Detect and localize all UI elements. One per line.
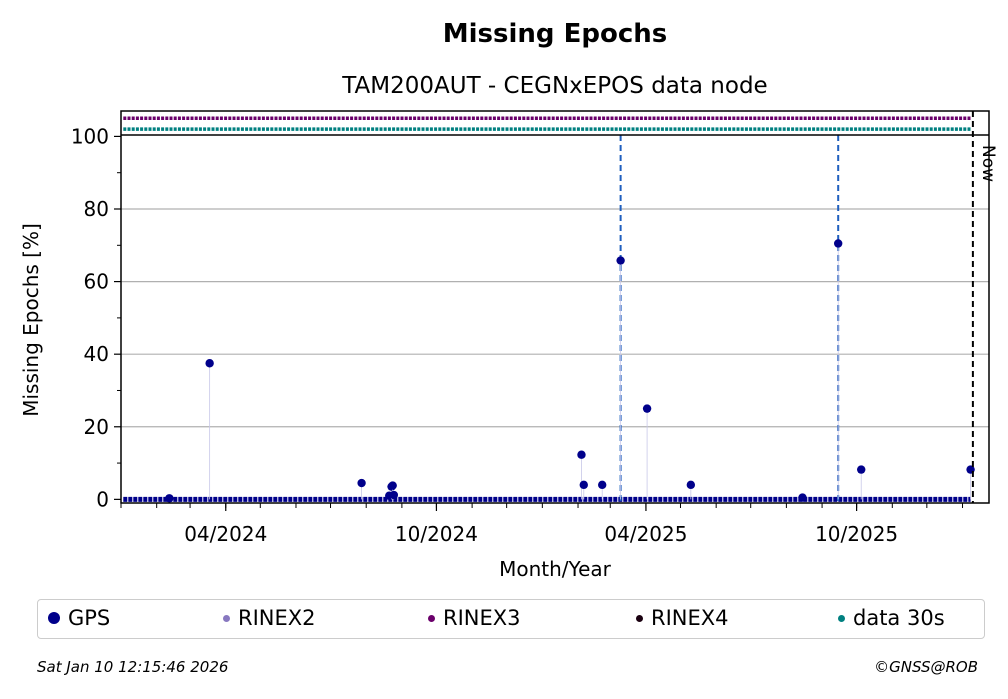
gps-point [857,465,866,474]
gps-point [616,256,625,265]
legend-label: data 30s [853,606,945,630]
legend-label: RINEX2 [238,606,316,630]
chart-title: Missing Epochs [443,19,667,49]
gps-point [579,480,588,490]
legend-item: GPS [48,606,110,630]
y-axis-label: Missing Epochs [%] [19,223,43,417]
legend-item: RINEX2 [223,606,316,630]
gps-point [389,490,399,500]
legend-item: RINEX4 [636,606,729,630]
legend-marker [48,612,60,624]
gps-point [686,480,696,490]
legend-marker [838,614,845,622]
plot-frame [120,110,990,504]
x-tick-label: 10/2024 [395,522,478,546]
gps-point [833,239,843,248]
legend-marker [223,614,230,622]
generation-timestamp: Sat Jan 10 12:15:46 2026 [37,658,229,676]
x-axis-label: Month/Year [499,557,612,581]
gps-point [357,478,366,488]
x-tick-label: 04/2025 [604,522,687,546]
legend-label: RINEX4 [651,606,729,630]
y-tick-label: 40 [84,342,109,366]
gps-point [597,480,607,490]
y-tick-label: 80 [84,197,109,221]
legend: GPS RINEX2 RINEX3 RINEX4 data 30s [37,599,985,639]
copyright-credit: ©GNSS@ROB [874,658,978,676]
gps-point [205,359,214,368]
missing-epochs-chart: Missing Epochs TAM200AUT - CEGNxEPOS dat… [19,19,998,581]
y-tick-label: 20 [84,415,109,439]
chart-subtitle: TAM200AUT - CEGNxEPOS data node [341,73,767,99]
x-tick-label: 04/2024 [184,522,267,546]
x-tick-label: 10/2025 [815,522,898,546]
gps-point [577,450,586,459]
gps-point [642,404,652,413]
legend-marker [636,614,643,622]
legend-item: data 30s [838,606,945,630]
now-label: Now [978,145,998,182]
y-tick-label: 0 [96,487,109,511]
legend-label: RINEX3 [443,606,521,630]
legend-marker [428,614,435,622]
plot-area: 0 20 40 60 80 100 04/2024 10/2024 04/2025 10/2025… [71,110,998,546]
y-tick-label: 100 [71,124,109,148]
legend-item: RINEX3 [428,606,521,630]
legend-label: GPS [68,606,111,630]
gps-point [388,481,397,490]
gps-point [798,493,807,502]
gps-point [165,494,174,503]
y-tick-label: 60 [84,270,109,294]
